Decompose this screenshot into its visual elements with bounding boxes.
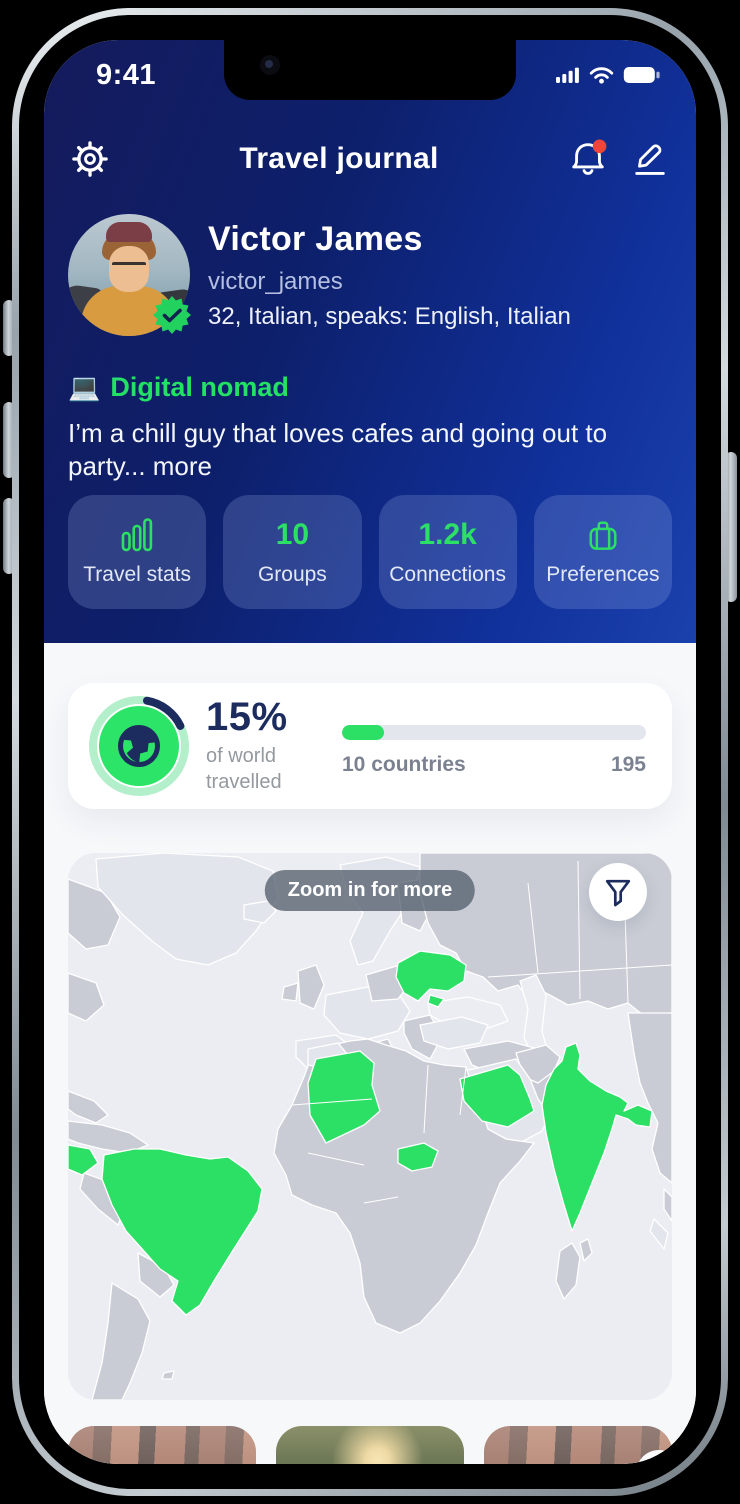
photo-gallery xyxy=(68,1425,672,1464)
bell-icon xyxy=(572,139,607,175)
suitcase-icon xyxy=(589,520,617,550)
connections-tile[interactable]: 1.2k Connections xyxy=(378,494,517,609)
edit-pencil-icon xyxy=(635,144,665,175)
tagline-text: Digital nomad xyxy=(110,372,289,402)
profile-name: Victor James xyxy=(208,220,423,258)
profile-section: Victor James victor_james 32, Italian, s… xyxy=(68,214,672,336)
gallery-photo-street-2[interactable] xyxy=(484,1425,672,1464)
preferences-label: Preferences xyxy=(546,562,660,586)
countries-total-label: 195 xyxy=(610,752,646,776)
phone-frame: 9:41 xyxy=(12,8,728,1496)
profile-details: 32, Italian, speaks: English, Italian xyxy=(208,303,571,330)
profile-hero: 9:41 xyxy=(44,40,696,643)
bar-chart-icon xyxy=(121,517,153,551)
verified-badge-icon xyxy=(153,296,191,334)
stats-row: Travel stats 10 Groups 1.2k Connections xyxy=(68,494,672,609)
app-header: Travel journal xyxy=(68,137,672,181)
map-filter-button[interactable] xyxy=(589,862,647,921)
globe-icon xyxy=(118,724,160,767)
world-percent-caption: of world travelled xyxy=(206,745,282,793)
front-camera xyxy=(260,55,280,75)
edit-button[interactable] xyxy=(628,137,672,181)
wifi-icon xyxy=(589,67,614,84)
map-zoom-hint: Zoom in for more xyxy=(264,869,476,911)
phone-bezel: 9:41 xyxy=(19,15,721,1489)
profile-bio[interactable]: I’m a chill guy that loves cafes and goi… xyxy=(68,418,608,481)
content-area: 15% of world travelled 10 countries 195 xyxy=(44,642,696,1464)
notification-dot xyxy=(592,139,607,154)
countries-visited-label: 10 countries xyxy=(342,752,466,776)
groups-label: Groups xyxy=(257,562,327,586)
laptop-emoji-icon: 💻 xyxy=(68,372,101,402)
world-percent: 15% xyxy=(206,695,288,740)
notifications-button[interactable] xyxy=(566,137,610,181)
connections-value: 1.2k xyxy=(418,517,477,551)
groups-tile[interactable]: 10 Groups xyxy=(223,494,362,609)
screen: 9:41 xyxy=(44,40,696,1464)
preferences-tile[interactable]: Preferences xyxy=(533,494,672,609)
travel-stats-tile[interactable]: Travel stats xyxy=(68,494,207,609)
filter-funnel-icon xyxy=(605,879,631,906)
profile-username: victor_james xyxy=(208,268,343,295)
highlighted-country xyxy=(68,949,653,1316)
gallery-more-button[interactable] xyxy=(636,1449,672,1464)
notch xyxy=(224,40,516,100)
page-title: Travel journal xyxy=(239,142,439,175)
gallery-photo-street-1[interactable] xyxy=(68,1425,256,1464)
cellular-signal-icon xyxy=(556,67,579,83)
gear-icon xyxy=(72,141,108,177)
profile-tagline: 💻 Digital nomad xyxy=(68,372,672,403)
status-icons xyxy=(556,66,660,84)
connections-label: Connections xyxy=(389,562,506,586)
globe-progress-ring xyxy=(89,695,189,796)
battery-icon xyxy=(623,67,660,83)
countries-progress-bar xyxy=(342,724,646,740)
countries-progress-fill xyxy=(342,724,384,740)
travel-stats-label: Travel stats xyxy=(83,562,191,586)
avatar[interactable] xyxy=(68,214,191,336)
world-progress-card[interactable]: 15% of world travelled 10 countries 195 xyxy=(68,682,672,809)
world-map-card[interactable]: Zoom in for more xyxy=(68,852,672,1400)
profile-text: Victor James victor_james 32, Italian, s… xyxy=(208,214,571,336)
status-bar: 9:41 xyxy=(68,40,672,94)
power-button[interactable] xyxy=(725,452,737,602)
status-time: 9:41 xyxy=(96,58,157,91)
world-map xyxy=(68,852,672,1400)
groups-value: 10 xyxy=(275,517,310,551)
settings-button[interactable] xyxy=(68,137,112,181)
gallery-photo-forest[interactable] xyxy=(276,1425,464,1464)
